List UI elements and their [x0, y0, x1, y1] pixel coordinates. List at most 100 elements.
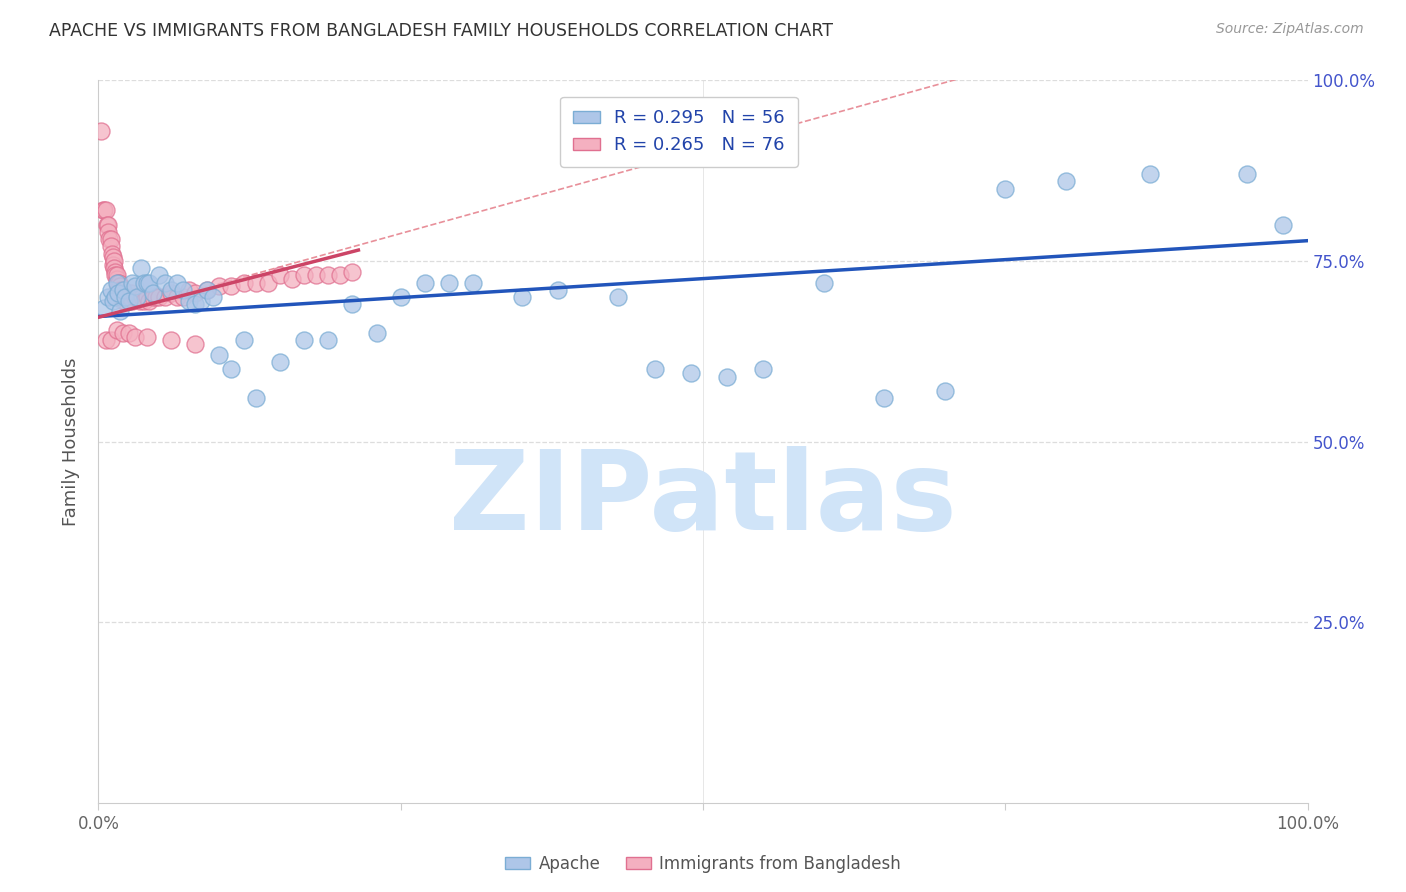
Text: APACHE VS IMMIGRANTS FROM BANGLADESH FAMILY HOUSEHOLDS CORRELATION CHART: APACHE VS IMMIGRANTS FROM BANGLADESH FAM…	[49, 22, 834, 40]
Point	[245, 276, 267, 290]
Point	[292, 268, 315, 283]
Point	[679, 366, 702, 380]
Point	[245, 391, 267, 405]
Point	[190, 293, 212, 308]
Point	[104, 265, 127, 279]
Point	[184, 337, 207, 351]
Point	[1139, 167, 1161, 181]
Point	[101, 293, 124, 308]
Point	[510, 290, 533, 304]
Point	[124, 290, 146, 304]
Point	[101, 258, 124, 272]
Point	[172, 283, 194, 297]
Point	[160, 283, 183, 297]
Point	[148, 268, 170, 283]
Point	[94, 203, 117, 218]
Point	[166, 290, 188, 304]
Point	[138, 276, 160, 290]
Point	[131, 290, 153, 304]
Point	[160, 334, 183, 348]
Point	[108, 286, 131, 301]
Point	[134, 276, 156, 290]
Point	[160, 286, 183, 301]
Text: Source: ZipAtlas.com: Source: ZipAtlas.com	[1216, 22, 1364, 37]
Point	[90, 124, 112, 138]
Point	[179, 293, 201, 308]
Point	[463, 276, 485, 290]
Point	[108, 276, 131, 290]
Point	[91, 203, 114, 218]
Point	[117, 290, 139, 304]
Point	[934, 384, 956, 398]
Point	[103, 253, 125, 268]
Point	[127, 290, 149, 304]
Point	[107, 276, 129, 290]
Point	[121, 276, 143, 290]
Point	[129, 261, 152, 276]
Point	[118, 290, 141, 304]
Point	[114, 293, 136, 308]
Point	[97, 218, 120, 232]
Point	[97, 225, 120, 239]
Point	[105, 276, 128, 290]
Point	[316, 268, 339, 283]
Point	[118, 293, 141, 308]
Point	[148, 290, 170, 304]
Point	[135, 290, 157, 304]
Point	[145, 290, 167, 304]
Point	[292, 334, 315, 348]
Point	[100, 239, 122, 253]
Point	[105, 272, 128, 286]
Point	[716, 369, 738, 384]
Point	[112, 290, 135, 304]
Point	[269, 268, 291, 283]
Point	[108, 283, 131, 297]
Point	[153, 290, 176, 304]
Point	[342, 297, 364, 311]
Point	[232, 334, 254, 348]
Point	[1054, 174, 1077, 188]
Point	[142, 286, 165, 301]
Point	[121, 293, 143, 308]
Point	[107, 286, 129, 301]
Point	[873, 391, 896, 405]
Point	[547, 283, 569, 297]
Point	[142, 290, 165, 304]
Point	[94, 334, 117, 348]
Point	[221, 362, 243, 376]
Point	[118, 293, 141, 308]
Point	[366, 326, 388, 340]
Point	[105, 322, 128, 336]
Point	[96, 218, 118, 232]
Point	[124, 330, 146, 344]
Point	[100, 334, 122, 348]
Point	[111, 283, 134, 297]
Point	[316, 334, 339, 348]
Point	[389, 290, 412, 304]
Point	[153, 276, 176, 290]
Point	[269, 355, 291, 369]
Point	[138, 293, 160, 308]
Point	[179, 283, 201, 297]
Point	[232, 276, 254, 290]
Point	[281, 272, 304, 286]
Point	[1236, 167, 1258, 181]
Point	[752, 362, 775, 376]
Point	[437, 276, 460, 290]
Point	[134, 293, 156, 308]
Point	[1272, 218, 1295, 232]
Point	[110, 283, 132, 297]
Point	[195, 283, 218, 297]
Point	[607, 290, 630, 304]
Point	[208, 348, 231, 362]
Point	[101, 250, 124, 264]
Point	[128, 293, 150, 308]
Point	[305, 268, 328, 283]
Point	[111, 293, 134, 308]
Text: ZIPatlas: ZIPatlas	[449, 446, 957, 553]
Point	[135, 330, 157, 344]
Point	[342, 265, 364, 279]
Point	[93, 203, 115, 218]
Point	[97, 290, 120, 304]
Point	[208, 279, 231, 293]
